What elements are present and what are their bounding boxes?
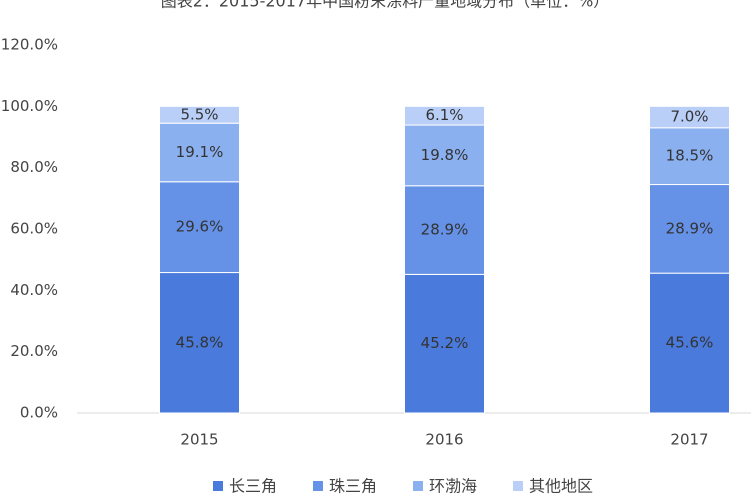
legend-label: 其他地区 [529, 477, 593, 495]
data-label: 6.1% [425, 106, 463, 124]
legend-label: 珠三角 [329, 477, 377, 495]
legend-label: 长三角 [229, 477, 277, 495]
bar-segment [649, 184, 730, 274]
data-label: 45.6% [666, 334, 714, 352]
legend-swatch [513, 481, 523, 491]
chart-title: 图表2：2015-2017年中国粉末涂料产量地域分布（单位：%） [161, 0, 610, 11]
data-label: 19.8% [421, 146, 469, 164]
y-tick-label: 120.0% [1, 36, 58, 54]
x-tick-label: 2017 [670, 431, 708, 449]
bar-segment [404, 185, 485, 275]
bar-segment [159, 272, 240, 414]
x-tick-label: 2016 [425, 431, 463, 449]
bar-segment [404, 124, 485, 187]
bar-segment [404, 273, 485, 414]
bar-segment [649, 272, 730, 414]
x-tick-label: 2015 [180, 431, 218, 449]
bar-segment [159, 105, 240, 124]
data-label: 5.5% [180, 105, 218, 123]
legend-swatch [313, 481, 323, 491]
y-tick-label: 0.0% [20, 404, 58, 422]
bar-segment [649, 127, 730, 186]
legend-swatch [413, 481, 423, 491]
bar-segment [649, 105, 730, 129]
data-label: 45.2% [421, 334, 469, 352]
y-tick-label: 100.0% [1, 97, 58, 115]
data-label: 19.1% [176, 143, 224, 161]
legend-label: 环渤海 [429, 477, 477, 495]
bar-segment [404, 105, 485, 126]
data-label: 29.6% [176, 218, 224, 236]
y-tick-label: 20.0% [10, 342, 58, 360]
y-tick-label: 60.0% [10, 220, 58, 238]
y-tick-label: 40.0% [10, 281, 58, 299]
data-label: 7.0% [670, 108, 708, 126]
data-label: 28.9% [666, 219, 714, 237]
bar-segment [159, 181, 240, 274]
data-label: 18.5% [666, 147, 714, 165]
data-label: 45.8% [176, 333, 224, 351]
y-tick-label: 80.0% [10, 158, 58, 176]
legend-swatch [213, 481, 223, 491]
data-label: 28.9% [421, 221, 469, 239]
